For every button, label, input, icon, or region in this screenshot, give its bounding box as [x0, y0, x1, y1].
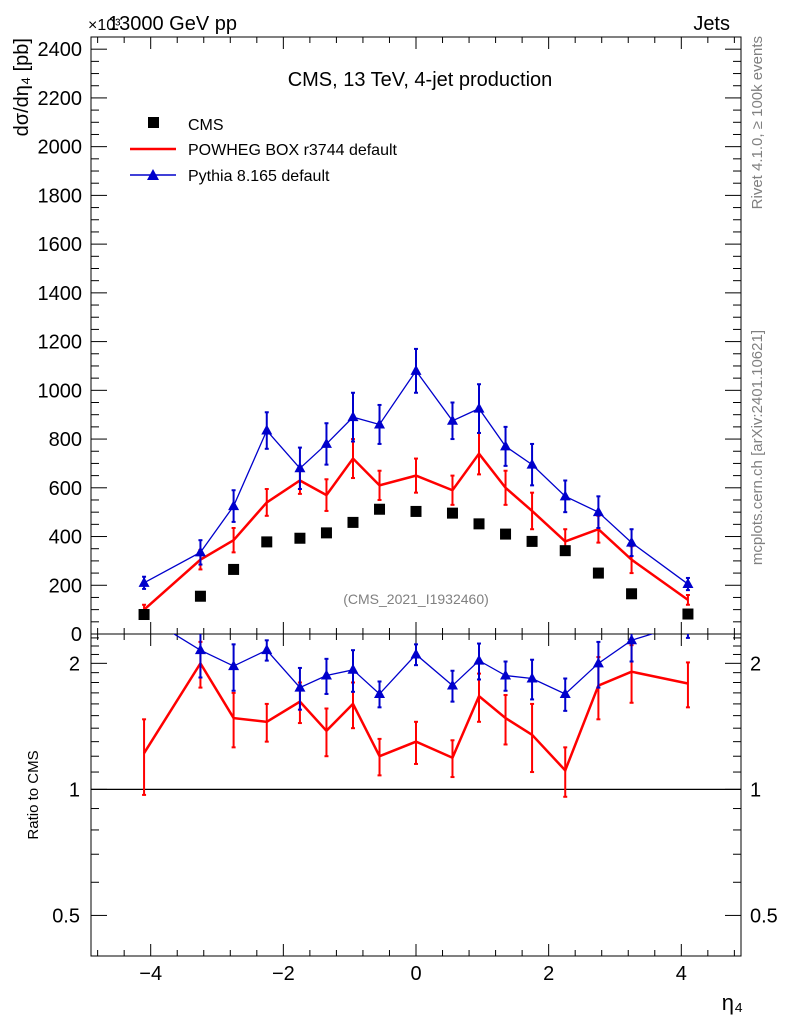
cms-point	[559, 545, 571, 557]
cms-point	[626, 588, 638, 600]
ratio-pythia-point	[261, 644, 273, 655]
legend-cms-label: CMS	[188, 117, 224, 134]
ratio-y-tick-label: 1	[69, 779, 80, 801]
main-y-tick-label: 1400	[38, 283, 83, 305]
ratio-plot-layer	[91, 634, 741, 798]
main-y-tick-label: 1800	[38, 185, 83, 207]
ratio-pythia-point	[626, 634, 638, 645]
axis-ticks: −4 −2 0 2 4 200 400 600 800 1000 1200 1400 1600 1800 2…	[38, 36, 778, 985]
ratio-y-tick-label-right: 0.5	[750, 905, 778, 927]
x-tick-label: 2	[543, 963, 554, 985]
ratio-pythia-point	[446, 679, 458, 690]
pythia-point	[374, 418, 386, 429]
cms-point	[138, 609, 150, 621]
chart-title: CMS, 13 TeV, 4-jet production	[288, 69, 553, 91]
analysis-id-label: (CMS_2021_I1932460)	[343, 591, 489, 607]
cms-point	[347, 516, 359, 528]
ratio-pythia-point	[526, 672, 538, 683]
pythia-point	[294, 462, 306, 473]
cms-point	[374, 503, 386, 515]
mcplots-credit-label: mcplots.cern.ch [arXiv:2401.10621]	[749, 330, 766, 565]
ratio-y-tick-label: 2	[69, 653, 80, 675]
main-y-tick-label: 1600	[38, 234, 83, 256]
pythia-point	[138, 576, 150, 587]
cms-point	[410, 505, 422, 517]
pythia-point	[194, 546, 206, 557]
cms-point	[592, 567, 604, 579]
main-y-tick-label: 600	[49, 478, 82, 500]
main-y-tick-label: 400	[49, 527, 82, 549]
main-y-axis-label: dσ/dη₄ [pb]	[11, 38, 33, 136]
pythia-point	[626, 536, 638, 547]
process-label: 13000 GeV pp	[108, 13, 237, 35]
main-y-tick-label: 800	[49, 429, 82, 451]
y-exponent-label: ×10³	[88, 17, 121, 34]
main-plot-layer	[138, 347, 694, 621]
legend-pythia-marker	[147, 169, 159, 180]
main-y-tick-label: 2400	[38, 39, 83, 61]
pythia-point	[410, 364, 422, 375]
category-label: Jets	[693, 13, 730, 35]
pythia-point	[473, 402, 485, 413]
pythia-point	[347, 411, 359, 422]
ratio-y-tick-label: 0.5	[52, 905, 80, 927]
pythia-point	[446, 414, 458, 425]
pythia-point	[592, 506, 604, 517]
ratio-y-tick-label-right: 1	[750, 779, 761, 801]
main-y-tick-label: 1000	[38, 380, 83, 402]
cms-point	[682, 608, 694, 620]
pythia-point	[228, 500, 240, 511]
pythia-point	[526, 458, 538, 469]
pythia-point	[261, 424, 273, 435]
cms-point	[294, 532, 306, 544]
rivet-version-label: Rivet 4.1.0, ≥ 100k events	[749, 36, 766, 209]
cms-point	[526, 535, 538, 547]
ratio-y-axis-label: Ratio to CMS	[25, 750, 42, 839]
ratio-pythia-point	[294, 681, 306, 692]
cms-point	[500, 528, 512, 540]
pythia-point	[500, 440, 512, 451]
pythia-point	[320, 437, 332, 448]
legend: CMS POWHEG BOX r3744 default Pythia 8.16…	[130, 117, 398, 185]
pythia-point	[559, 490, 571, 501]
x-tick-label: 0	[410, 963, 421, 985]
ratio-pythia-point	[320, 669, 332, 680]
ratio-y-tick-label-right: 2	[750, 653, 761, 675]
legend-cms-marker	[148, 117, 159, 128]
ratio-pythia-point	[374, 687, 386, 698]
ratio-pythia-point	[410, 648, 422, 659]
ratio-pythia-point	[194, 644, 206, 655]
main-y-tick-label: 2000	[38, 137, 83, 159]
legend-pythia-label: Pythia 8.165 default	[188, 168, 330, 185]
main-y-tick-label: 200	[49, 575, 82, 597]
x-tick-label: 4	[676, 963, 687, 985]
x-tick-label: −2	[272, 963, 295, 985]
ratio-pythia-point	[592, 657, 604, 668]
cms-point	[261, 536, 273, 548]
main-y-tick-label: 1200	[38, 332, 83, 354]
cms-point	[320, 527, 332, 539]
cms-point	[446, 507, 458, 519]
legend-powheg-label: POWHEG BOX r3744 default	[188, 142, 398, 159]
cms-point	[228, 563, 240, 575]
ratio-pythia-point	[559, 687, 571, 698]
main-y-tick-label-zero: 0	[71, 624, 82, 646]
cms-point	[473, 518, 485, 530]
main-y-tick-label: 2200	[38, 88, 83, 110]
cms-point	[194, 590, 206, 602]
pythia-point	[682, 578, 694, 589]
ratio-pythia-point	[347, 663, 359, 674]
x-axis-label: η₄	[722, 990, 743, 1015]
ratio-pythia-point	[228, 660, 240, 671]
ratio-pythia-point	[473, 654, 485, 665]
x-tick-label: −4	[139, 963, 162, 985]
ratio-pythia-point	[500, 669, 512, 680]
